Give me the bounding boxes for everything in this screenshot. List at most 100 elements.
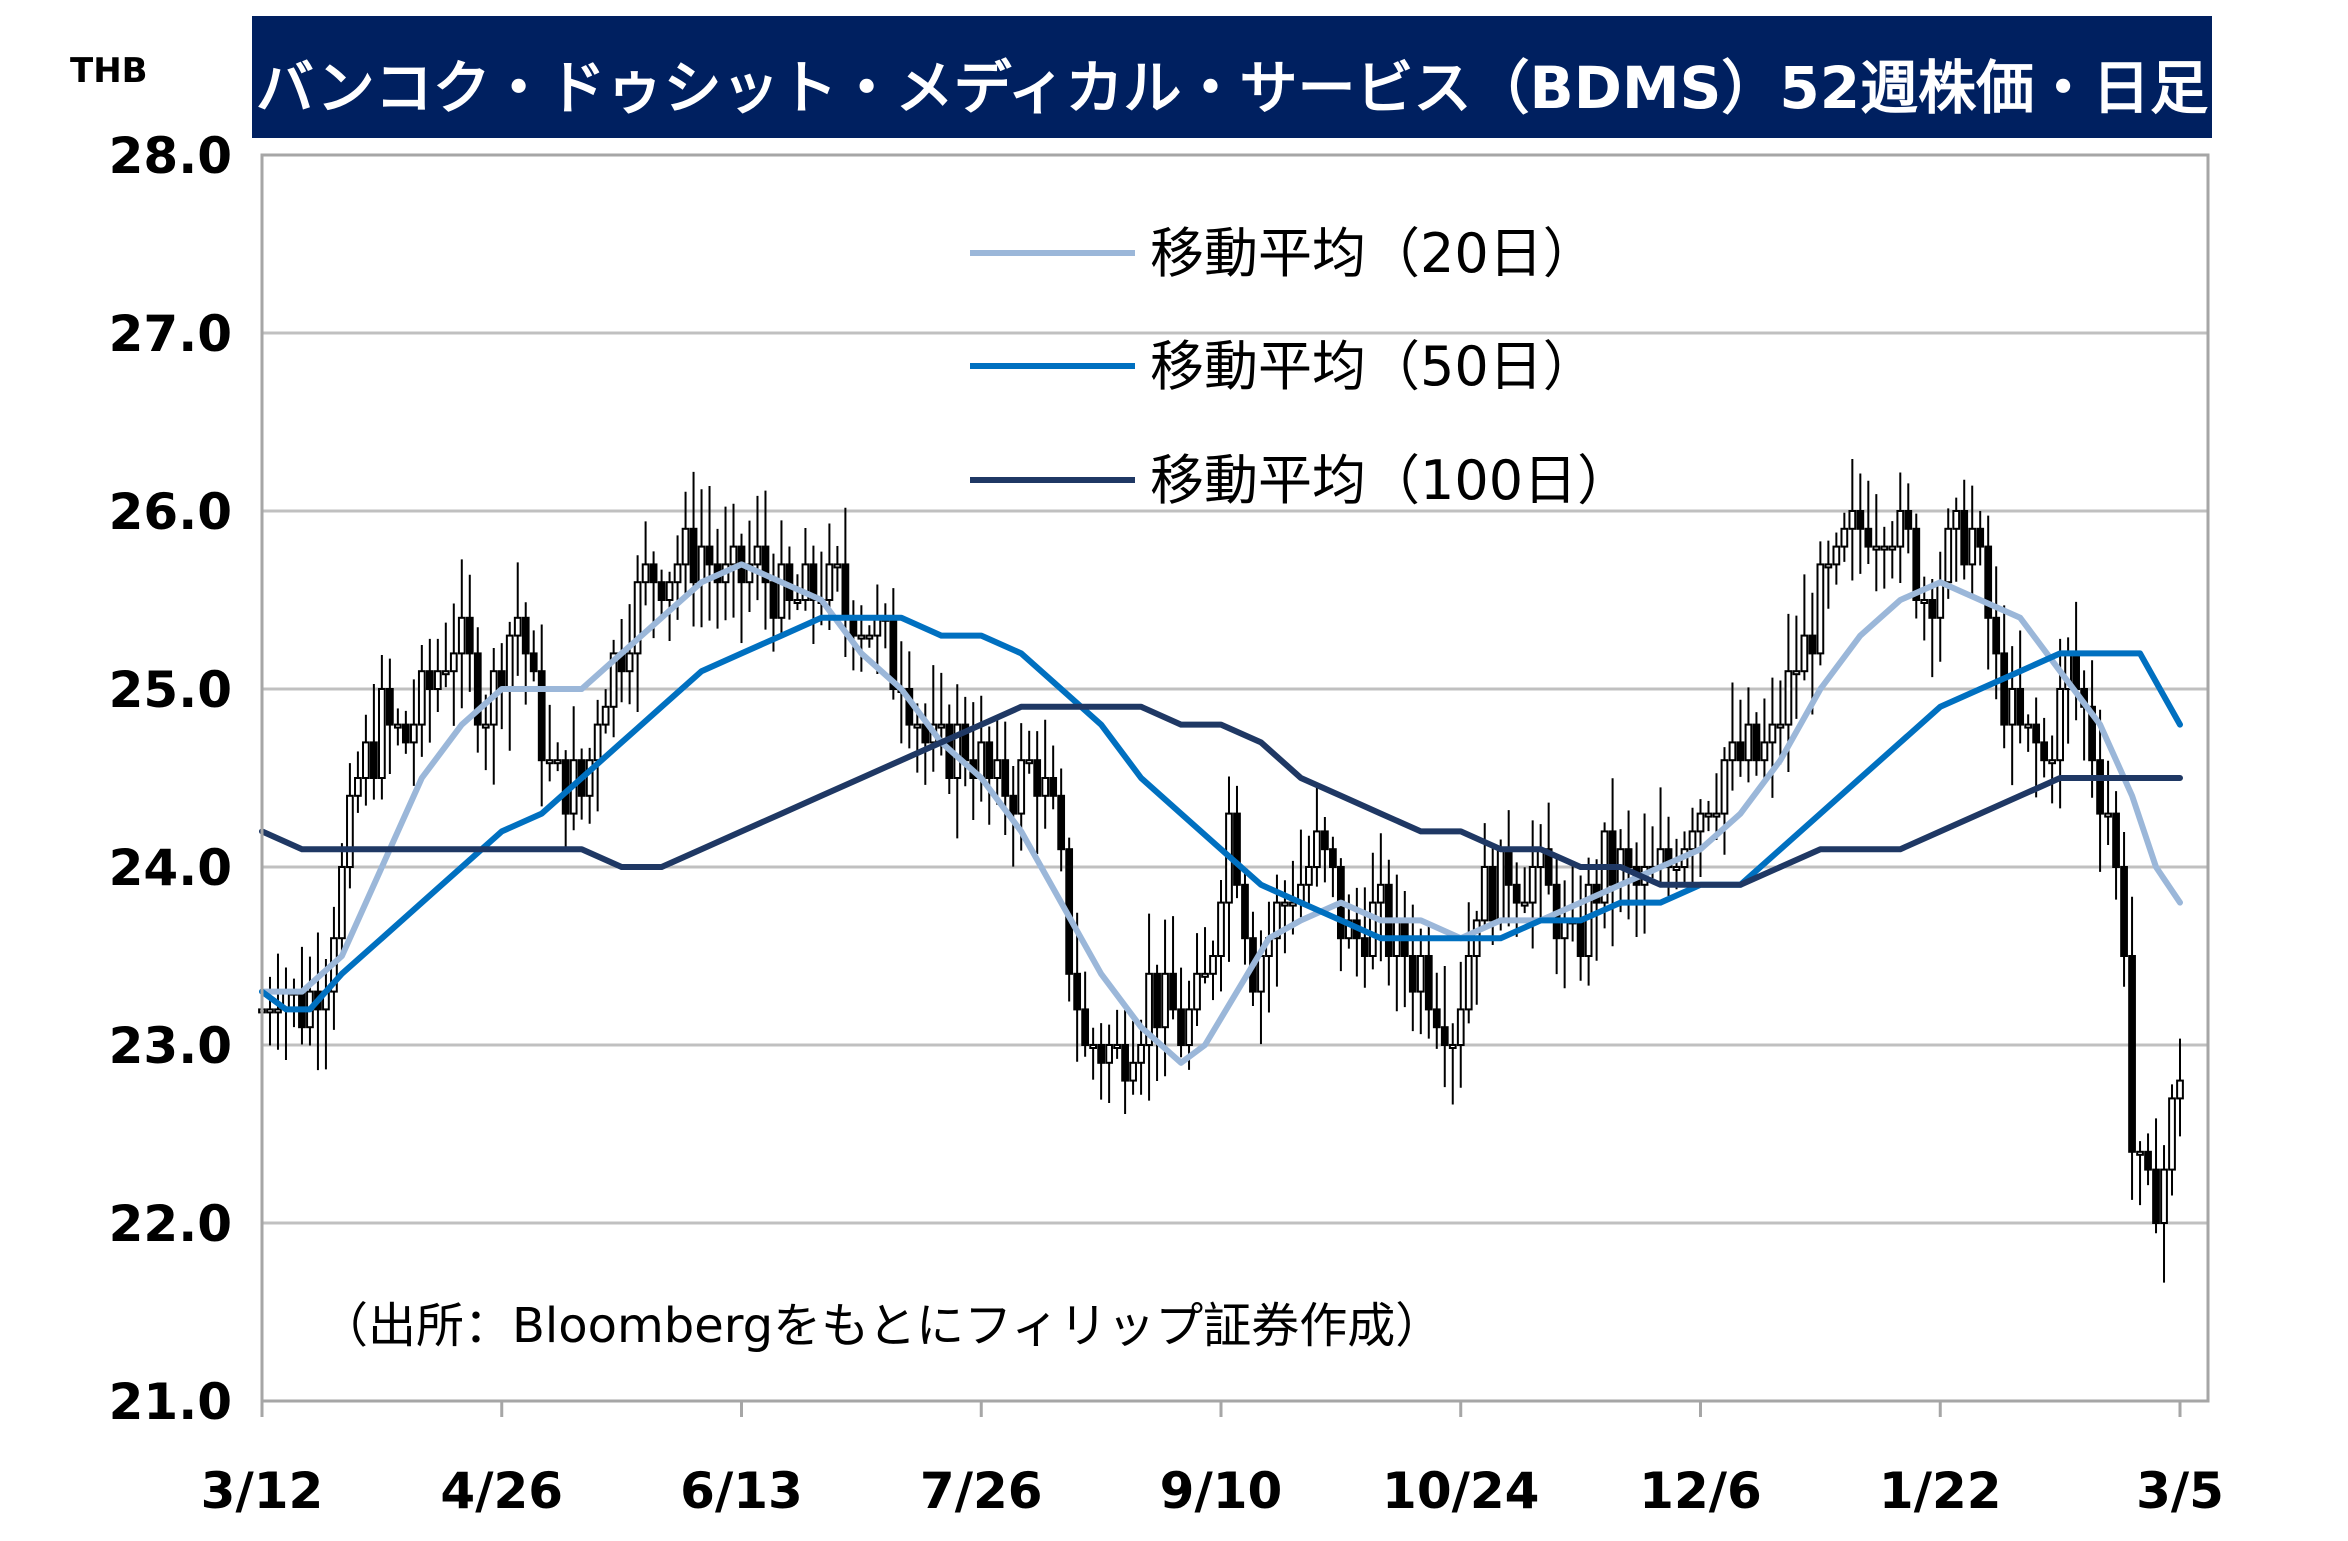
x-tick-label: 6/13 — [680, 1462, 803, 1520]
candle-body — [1464, 955, 1473, 1011]
candle-body — [1520, 901, 1529, 907]
candle-body — [1960, 510, 1969, 566]
candle-body — [1880, 545, 1889, 551]
candle-body — [362, 741, 370, 780]
candle-body — [1544, 848, 1553, 886]
x-tick-label: 10/24 — [1382, 1462, 1539, 1520]
candle-body — [417, 670, 426, 726]
candle-body — [777, 563, 786, 619]
candle-body — [1305, 866, 1313, 886]
candle-body — [1512, 883, 1521, 904]
candle-body — [2096, 759, 2104, 815]
candle-body — [2152, 1168, 2160, 1224]
candle-body — [1033, 759, 1042, 797]
candle-body — [1904, 510, 1913, 530]
candle-body — [689, 527, 698, 584]
candle-body — [1017, 759, 1026, 815]
candle-body — [657, 581, 666, 602]
y-tick-label: 22.0 — [109, 1195, 232, 1253]
candle-body — [2024, 723, 2033, 729]
candle-body — [1145, 972, 1153, 1046]
candle-body — [681, 527, 690, 566]
candle-body — [1344, 919, 1353, 940]
plot-frame — [260, 153, 2210, 1403]
moving-average-50-line — [259, 614, 2183, 1013]
candle-body — [1776, 723, 1785, 729]
candle-body — [1488, 866, 1497, 922]
candle-body — [1736, 741, 1745, 762]
candle-body — [1448, 1044, 1457, 1049]
candle-body — [529, 652, 538, 673]
candle-body — [2072, 652, 2080, 691]
candle-body — [1976, 527, 1985, 548]
x-tick-label: 9/10 — [1160, 1462, 1283, 1520]
candle-body — [585, 759, 594, 797]
candle-body — [1201, 972, 1209, 978]
candle-body — [601, 705, 610, 726]
candle-body — [1185, 1008, 1193, 1047]
candle-body — [993, 759, 1002, 780]
candle-body — [697, 545, 706, 584]
candle-body — [729, 545, 738, 566]
candle-body — [865, 634, 874, 640]
candle-body — [753, 545, 762, 566]
candle-body — [833, 563, 842, 569]
candle-body — [505, 634, 514, 690]
candle-body — [801, 563, 810, 602]
candle-body — [2032, 723, 2041, 744]
candle-body — [1089, 1044, 1098, 1049]
candle-body — [465, 616, 474, 655]
candle-body — [1209, 955, 1217, 975]
moving-average-100-line — [259, 703, 2183, 888]
candle-body — [1113, 1044, 1121, 1049]
candle-body — [266, 1008, 274, 1014]
title-banner — [252, 16, 2212, 138]
candle-body — [1928, 599, 1937, 619]
candle-body — [761, 545, 770, 584]
chart-title: バンコク・ドゥシット・メディカル・サービス（BDMS）52週株価・日足 — [256, 54, 2208, 122]
candle-body — [513, 616, 522, 637]
candle-body — [1121, 1044, 1129, 1082]
legend: 移動平均（20日） 移動平均（50日） 移動平均（100日） — [970, 222, 1631, 512]
candle-body — [338, 866, 346, 940]
candle-body — [2048, 759, 2057, 765]
candle-body — [1313, 830, 1321, 869]
candle-body — [2056, 688, 2065, 762]
candle-body — [1416, 955, 1425, 993]
candle-body — [370, 741, 378, 780]
candle-body — [1728, 741, 1737, 762]
candle-body — [1664, 848, 1673, 869]
x-tick-label: 7/26 — [920, 1462, 1043, 1520]
candle-body — [2008, 688, 2017, 726]
candle-body — [1193, 972, 1201, 1011]
candle-body — [1169, 972, 1177, 1011]
legend-label-ma100: 移動平均（100日） — [1150, 449, 1631, 512]
candle-body — [1289, 901, 1297, 907]
y-tick-label: 25.0 — [109, 661, 232, 719]
source-note: （出所：Bloombergをもとにフィリップ証券作成） — [320, 1298, 1443, 1354]
candle-body — [2128, 955, 2136, 1153]
x-tick-label: 4/26 — [440, 1462, 563, 1520]
candle-body — [1840, 527, 1849, 548]
candle-body — [1688, 830, 1697, 851]
candle-body — [1257, 955, 1265, 993]
candle-body — [1432, 1008, 1441, 1029]
candle-body — [1129, 1061, 1137, 1082]
candle-body — [473, 652, 482, 726]
candle-body — [1920, 599, 1929, 604]
moving-average-20-line — [259, 561, 2183, 1066]
candle-body — [2016, 688, 2025, 726]
candle-body — [1049, 777, 1058, 797]
candle-body — [1608, 830, 1617, 886]
candle-body — [409, 723, 418, 744]
x-tick-label: 3/5 — [2136, 1462, 2224, 1520]
candle-body — [2000, 652, 2009, 726]
candle-body — [2160, 1168, 2168, 1224]
candle-body — [1792, 670, 1801, 676]
candle-body — [433, 670, 442, 691]
candle-body — [1896, 510, 1905, 548]
candle-body — [545, 759, 554, 765]
candle-body — [1504, 848, 1513, 886]
